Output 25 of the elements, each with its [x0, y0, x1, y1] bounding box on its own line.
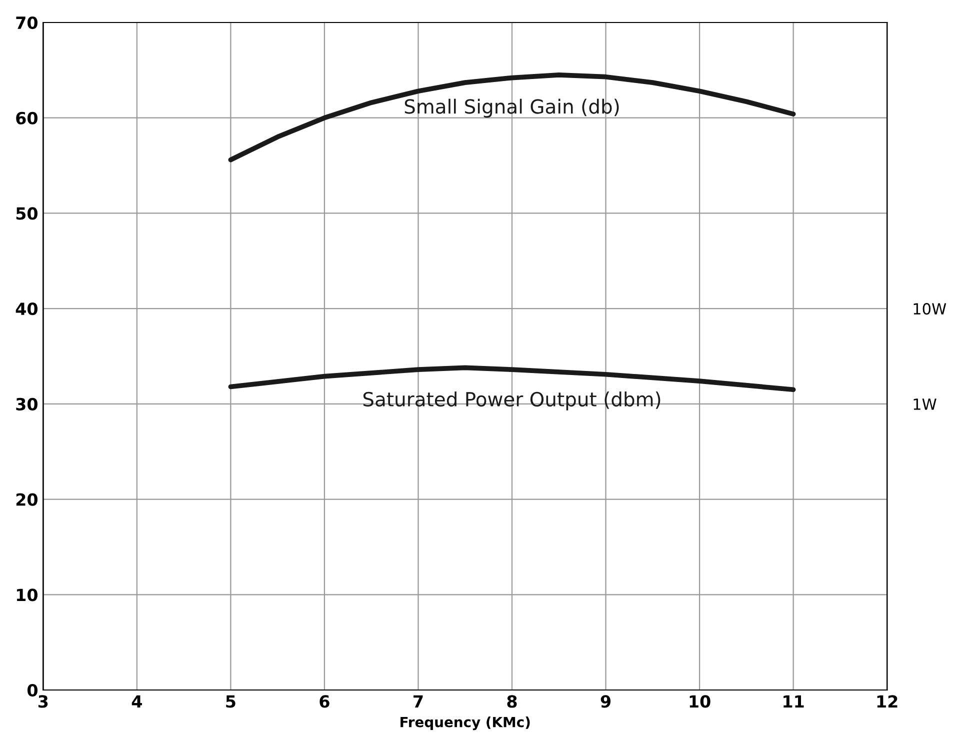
- x-tick-label: 8: [507, 695, 517, 708]
- x-tick-label: 11: [784, 695, 804, 708]
- y-tick-label: 60: [16, 112, 38, 124]
- x-tick-label: 10: [690, 695, 710, 708]
- line-series: [228, 365, 796, 392]
- y-tick-label: 10: [16, 588, 38, 602]
- x-tick-label: 3: [38, 695, 48, 708]
- y-tick-label: 70: [16, 16, 38, 30]
- y-tick-label: 20: [16, 493, 38, 506]
- line-series: [228, 72, 796, 162]
- series-label: Saturated Power Output (dbm): [363, 392, 660, 410]
- y-tick-label: 50: [16, 207, 38, 220]
- x-tick-label: 4: [132, 695, 142, 708]
- series-label: Small Signal Gain (db): [404, 98, 619, 118]
- x-tick-label: 6: [320, 695, 330, 708]
- x-tick-label: 5: [226, 695, 236, 708]
- y2-tick-label: 10W: [914, 303, 946, 315]
- y-tick-label: 40: [16, 302, 38, 316]
- x-tick-label: 7: [414, 695, 423, 708]
- y2-tick-label: 1W: [914, 398, 936, 410]
- x-axis-title: Frequency (KMc): [400, 716, 530, 730]
- y-tick-label: 30: [16, 398, 38, 410]
- x-tick-label: 12: [877, 695, 898, 708]
- y-tick-label: 0: [27, 684, 38, 697]
- x-tick-label: 9: [600, 695, 610, 708]
